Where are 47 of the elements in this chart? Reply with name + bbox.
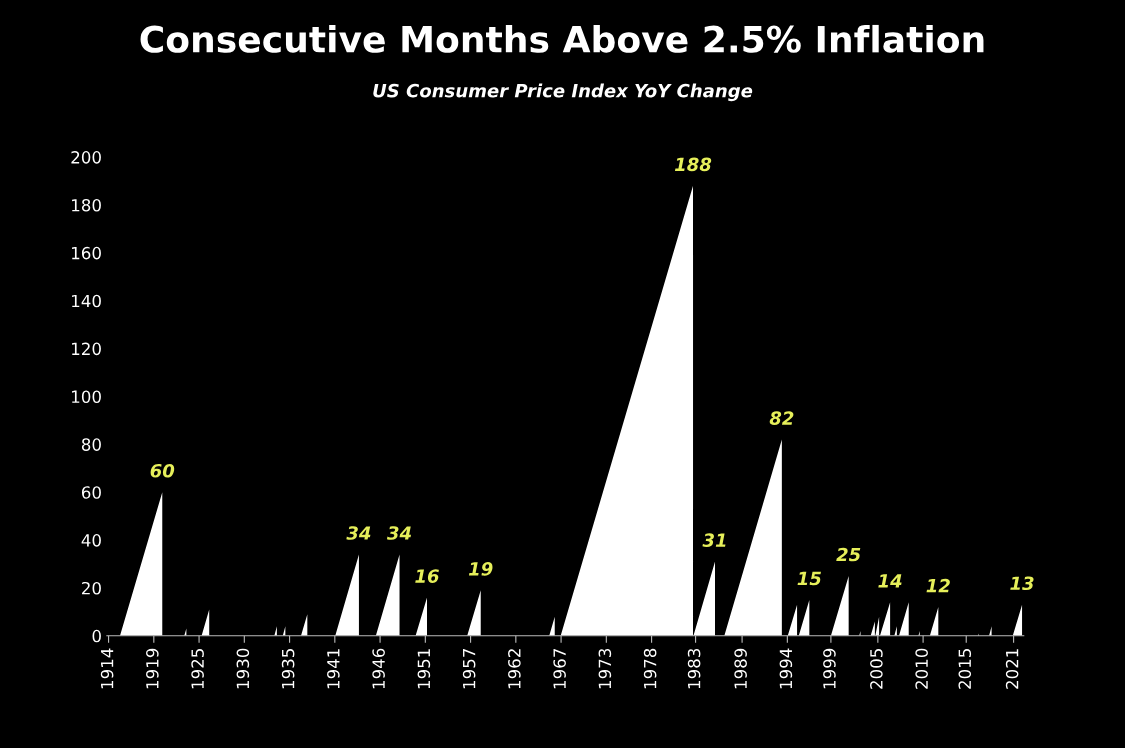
- chart-subtitle: US Consumer Price Index YoY Change: [373, 83, 753, 102]
- annotation: 15: [797, 571, 821, 586]
- x-tick-label: 1967: [553, 649, 566, 689]
- x-tick-label: 1925: [191, 649, 204, 689]
- y-tick-label: 160: [72, 246, 101, 260]
- x-tick-label: 1935: [281, 649, 295, 689]
- annotation: 16: [415, 569, 439, 583]
- y-tick-label: 40: [81, 534, 101, 547]
- x-tick-label: 2010: [915, 648, 928, 689]
- annotation: 13: [1010, 576, 1034, 591]
- y-tick-label: 180: [72, 198, 101, 212]
- x-tick-label: 1941: [327, 649, 340, 689]
- y-tick-label: 140: [72, 294, 101, 308]
- x-tick-label: 1951: [417, 649, 431, 689]
- y-tick-label: 20: [82, 581, 101, 595]
- x-tick-label: 1919: [146, 648, 159, 689]
- x-tick-label: 1973: [598, 648, 612, 689]
- x-tick-label: 2015: [958, 649, 972, 689]
- x-tick-label: 1989: [734, 648, 747, 689]
- y-tick-label: 80: [81, 438, 101, 451]
- y-tick-label: 200: [71, 151, 101, 164]
- x-tick-label: 1978: [643, 648, 657, 689]
- annotation: 60: [150, 463, 175, 478]
- y-tick-label: 60: [81, 486, 101, 499]
- x-tick-label: 1994: [779, 648, 793, 689]
- annotation: 31: [702, 533, 726, 547]
- annotation: 34: [386, 526, 411, 540]
- y-tick-label: 100: [72, 390, 101, 404]
- y-tick-label: 120: [72, 342, 101, 356]
- x-tick-label: 2005: [870, 649, 883, 689]
- annotation: 34: [346, 526, 371, 540]
- x-tick-label: 1946: [372, 648, 385, 689]
- annotation: 14: [878, 574, 902, 588]
- x-tick-label: 2021: [1005, 649, 1019, 689]
- annotation: 12: [926, 578, 950, 593]
- annotation: 19: [468, 562, 493, 576]
- annotation: 25: [836, 547, 861, 562]
- chart-title: Consecutive Months Above 2.5% Inflation: [140, 24, 984, 53]
- annotation: 188: [674, 157, 712, 172]
- x-tick-label: 1999: [823, 648, 836, 689]
- x-tick-label: 1957: [462, 649, 476, 689]
- y-tick-label: 0: [92, 629, 101, 643]
- x-tick-label: 1930: [236, 648, 250, 689]
- x-tick-label: 1914: [100, 648, 114, 689]
- annotation: 82: [769, 411, 794, 425]
- x-tick-label: 1962: [508, 649, 521, 689]
- x-tick-label: 1983: [687, 648, 701, 689]
